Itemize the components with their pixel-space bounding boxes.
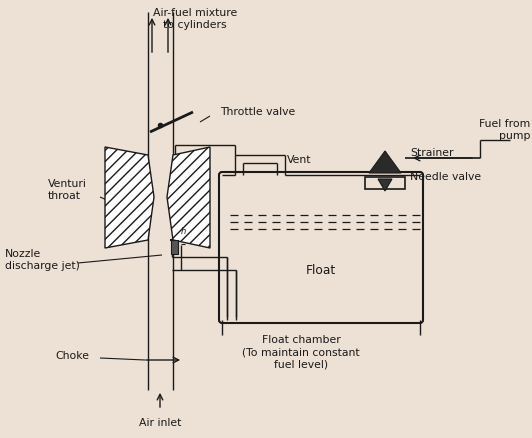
Text: Vent: Vent [287,155,312,165]
Polygon shape [369,151,401,173]
Text: Strainer: Strainer [410,148,453,158]
Bar [365,177,405,189]
Bar [171,240,178,254]
FancyBboxPatch shape [219,172,423,323]
Text: Air-fuel mixture
to cylinders: Air-fuel mixture to cylinders [153,8,237,30]
Text: Venturi
throat: Venturi throat [48,179,87,201]
Text: Float: Float [306,264,336,276]
Text: h: h [181,227,186,236]
Text: Air inlet: Air inlet [139,418,181,428]
Polygon shape [105,147,154,248]
Text: Fuel from
pump: Fuel from pump [479,119,530,141]
Text: Nozzle
discharge jet): Nozzle discharge jet) [5,249,80,271]
Text: Needle valve: Needle valve [410,172,481,182]
Text: Float chamber
(To maintain constant
fuel level): Float chamber (To maintain constant fuel… [242,335,360,370]
Polygon shape [167,147,210,248]
Polygon shape [378,179,392,191]
Text: Throttle valve: Throttle valve [220,107,295,117]
Text: Choke: Choke [55,351,89,361]
